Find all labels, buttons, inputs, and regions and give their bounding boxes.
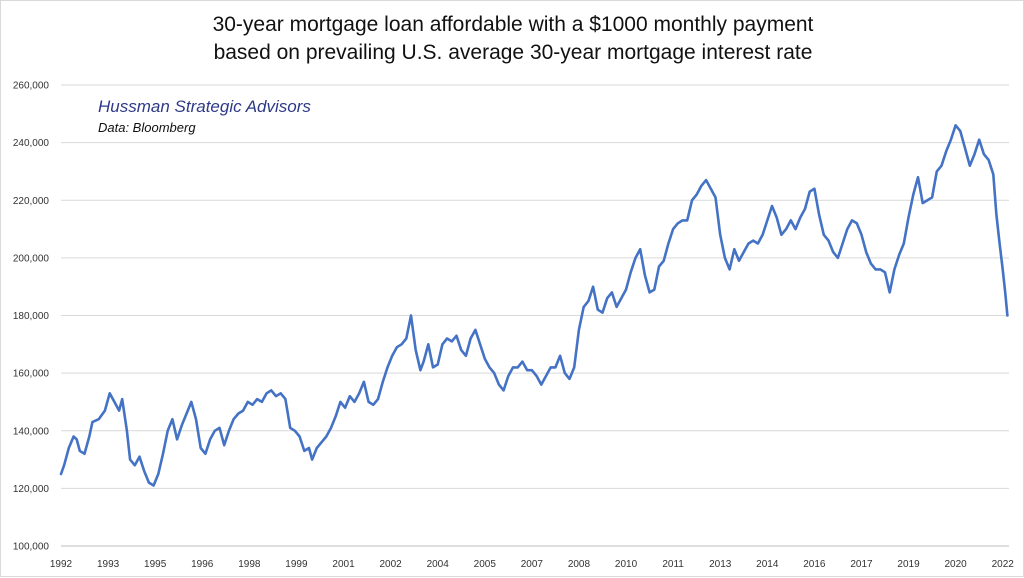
y-tick-label: 100,000 [13,542,50,553]
y-tick-label: 140,000 [13,426,50,437]
x-tick-label: 1992 [50,559,73,570]
x-tick-label: 1998 [238,559,261,570]
x-axis: 1992 1993 1995 1996 1998 1999 2001 2002 2004 2005… [50,559,1014,570]
y-tick-label: 260,000 [13,81,50,92]
y-tick-label: 220,000 [13,196,50,207]
series-layer [59,124,1009,487]
grid-lines [61,84,1009,547]
y-axis: 100,000 120,000 140,000 160,000 180,000 200,0… [13,81,50,553]
y-tick-label: 120,000 [13,484,50,495]
x-tick-label: 2020 [945,559,968,570]
x-tick-label: 2022 [992,559,1015,570]
x-tick-label: 1999 [285,559,308,570]
x-tick-label: 2008 [568,559,591,570]
y-tick-label: 180,000 [13,311,50,322]
x-tick-label: 1995 [144,559,167,570]
y-tick-label: 160,000 [13,369,50,380]
x-tick-label: 2019 [897,559,920,570]
chart-subtitle: based on prevailing U.S. average 30-year… [213,41,813,64]
x-tick-label: 2014 [756,559,779,570]
x-tick-label: 2011 [662,559,684,570]
x-tick-label: 1993 [97,559,120,570]
x-tick-label: 2007 [521,559,544,570]
x-tick-label: 2005 [474,559,497,570]
y-tick-label: 200,000 [13,253,50,264]
x-tick-label: 1996 [191,559,214,570]
x-tick-label: 2002 [379,559,402,570]
chart-title: 30-year mortgage loan affordable with a … [212,13,814,36]
x-tick-label: 2013 [709,559,732,570]
x-tick-label: 2017 [850,559,873,570]
y-tick-label: 240,000 [13,138,50,149]
x-tick-label: 2016 [803,559,826,570]
annotation-source-firm: Hussman Strategic Advisors [98,97,311,116]
series-line [59,124,1009,487]
x-tick-label: 2004 [427,559,450,570]
annotation-data-source: Data: Bloomberg [98,120,196,135]
x-tick-label: 2001 [332,559,355,570]
x-tick-label: 2010 [615,559,638,570]
